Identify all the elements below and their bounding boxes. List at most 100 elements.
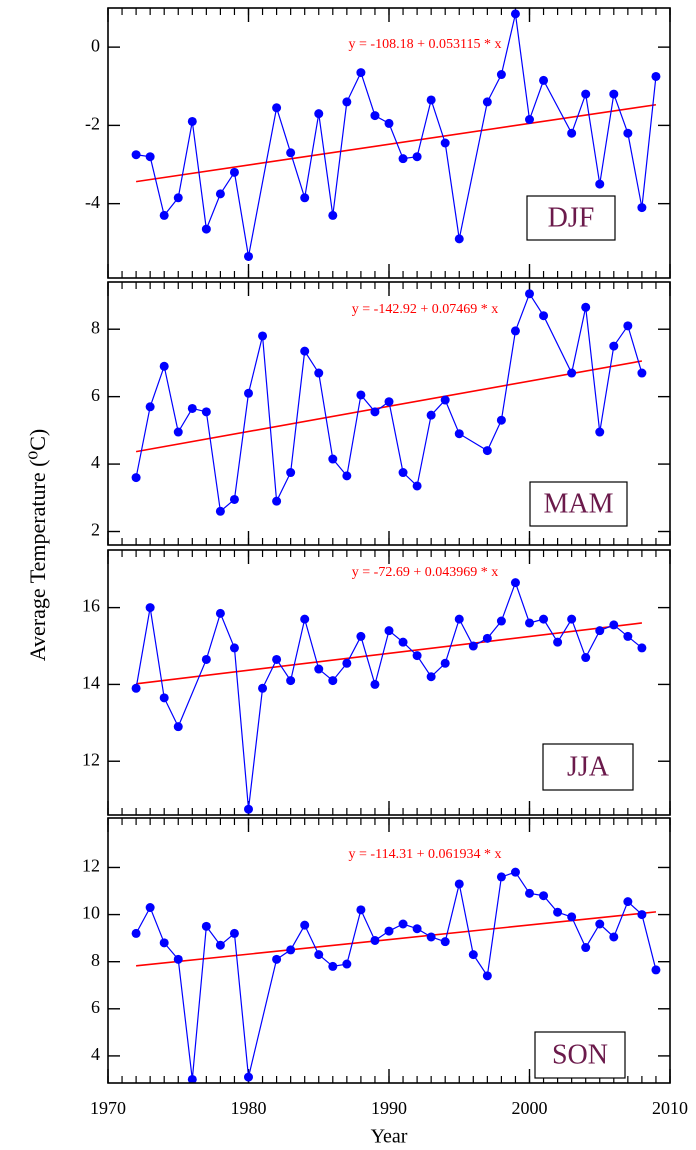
data-point [482, 97, 492, 107]
y-tick-label: -2 [85, 114, 100, 134]
data-point [623, 631, 633, 641]
data-point [623, 897, 633, 907]
legend-label: MAM [543, 488, 613, 519]
data-point [398, 637, 408, 647]
y-tick-label: 6 [91, 385, 100, 405]
data-point [623, 128, 633, 138]
data-point [496, 872, 506, 882]
data-point [637, 643, 647, 653]
data-point [244, 804, 253, 814]
data-point [356, 905, 366, 915]
data-point [398, 919, 408, 929]
data-point [553, 637, 563, 647]
y-tick-label: 8 [91, 950, 100, 970]
data-point [201, 407, 211, 417]
y-tick-label: 16 [82, 596, 100, 616]
legend-box [526, 195, 616, 241]
data-point [454, 879, 464, 889]
data-point [173, 722, 183, 732]
data-point [131, 150, 141, 160]
data-point [651, 965, 661, 975]
x-tick-label: 2010 [652, 1098, 688, 1118]
data-point [595, 626, 605, 636]
data-point [651, 71, 661, 81]
data-point [187, 403, 197, 413]
data-point [496, 616, 506, 626]
y-tick-label: 6 [91, 997, 100, 1017]
data-point [567, 912, 577, 922]
data-point [272, 954, 282, 964]
panel-frame [107, 7, 671, 279]
data-point [637, 910, 647, 920]
data-point [440, 138, 450, 148]
data-point [539, 75, 549, 85]
data-point [567, 614, 577, 624]
data-point [328, 210, 338, 220]
data-point [272, 103, 282, 113]
trend-line [135, 103, 657, 183]
data-point [370, 935, 380, 945]
data-point [215, 189, 225, 199]
data-point [553, 907, 563, 917]
data-point [229, 643, 239, 653]
data-point [440, 937, 450, 947]
data-point [145, 603, 155, 613]
data-point [412, 152, 422, 162]
data-point [426, 672, 436, 682]
data-point [314, 109, 324, 119]
data-point [258, 683, 268, 693]
data-point [314, 368, 324, 378]
data-point [328, 676, 338, 686]
data-point [244, 251, 253, 261]
y-axis-label: Average Temperature (⁰C) [25, 429, 50, 661]
data-point [215, 506, 225, 516]
data-point [272, 654, 282, 664]
panel-frame [107, 281, 671, 546]
data-point [286, 945, 296, 955]
data-point [370, 111, 380, 121]
data-point [609, 620, 619, 630]
data-point [637, 203, 647, 213]
data-point [342, 658, 352, 668]
data-point [454, 234, 464, 244]
y-tick-label: 2 [91, 520, 100, 540]
data-point [595, 919, 605, 929]
data-point [131, 928, 141, 938]
data-point [384, 397, 394, 407]
data-point [244, 1072, 253, 1082]
data-point [595, 427, 605, 437]
legend-box [534, 1031, 626, 1079]
data-point [496, 415, 506, 425]
data-point [510, 578, 520, 588]
data-point [595, 179, 605, 189]
data-point [637, 368, 647, 378]
data-point [539, 311, 549, 321]
data-point [468, 641, 478, 651]
trend-line [135, 360, 643, 453]
data-point [426, 410, 436, 420]
data-point [300, 346, 310, 356]
x-tick-label: 2000 [512, 1098, 548, 1118]
y-tick-label: 4 [91, 452, 100, 472]
legend-label: DJF [548, 202, 595, 233]
x-tick-label: 1990 [371, 1098, 407, 1118]
data-point [286, 468, 296, 478]
data-point [412, 924, 422, 934]
data-point [384, 626, 394, 636]
data-point [510, 9, 520, 19]
y-tick-label: 0 [91, 35, 100, 55]
data-point [384, 118, 394, 128]
data-point [482, 446, 492, 456]
y-tick-label: 12 [82, 749, 100, 769]
data-point [567, 368, 577, 378]
data-point [539, 614, 549, 624]
plot-area [131, 578, 647, 814]
data-point [187, 1074, 197, 1083]
data-point [454, 429, 464, 439]
data-point [187, 116, 197, 126]
data-point [314, 950, 324, 960]
data-point [609, 932, 619, 942]
data-point [328, 961, 338, 971]
data-point [159, 361, 169, 371]
